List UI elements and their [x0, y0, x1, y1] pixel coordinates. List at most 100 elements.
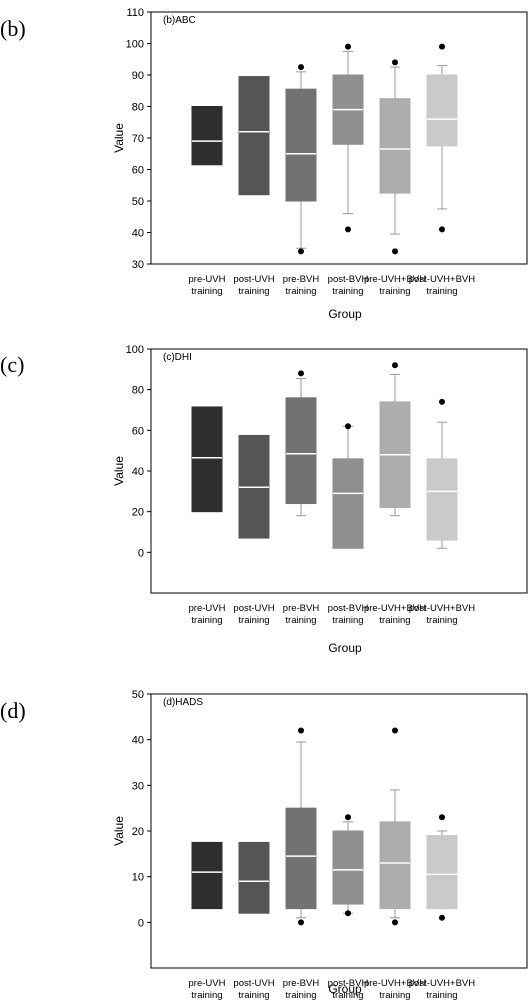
box-iqr — [285, 397, 317, 505]
outlier-point — [439, 814, 445, 821]
outlier-point — [298, 248, 304, 255]
chart-title: (b)ABC — [163, 15, 196, 26]
y-tick-label: 80 — [132, 102, 144, 114]
box-iqr — [285, 807, 317, 910]
box-iqr — [238, 841, 270, 914]
outlier-point — [345, 226, 351, 233]
x-axis-label: Group — [328, 641, 362, 655]
x-tick-label-line2: training — [191, 286, 222, 297]
chart-title: (d)HADS — [163, 697, 203, 708]
y-tick-label: 60 — [132, 425, 144, 437]
box-iqr — [191, 406, 223, 513]
y-tick-label: 20 — [132, 507, 144, 519]
y-tick-label: 70 — [132, 133, 144, 145]
outlier-point — [298, 370, 304, 377]
x-tick-label: post-BVH — [328, 274, 369, 285]
x-tick-label: post-UVH+BVH — [409, 274, 475, 285]
box-iqr — [285, 88, 317, 202]
box-4 — [379, 59, 411, 255]
outlier-point — [392, 727, 398, 734]
x-tick-label: post-BVH — [328, 603, 369, 614]
y-axis-label: Value — [112, 123, 126, 153]
panel-label: (c) — [0, 352, 24, 377]
x-tick-label: pre-UVH+BVH — [364, 603, 426, 614]
box-0 — [191, 106, 223, 166]
x-tick-label: post-UVH+BVH — [409, 603, 475, 614]
box-iqr — [332, 830, 364, 905]
y-tick-label: 100 — [126, 344, 144, 356]
x-tick-label-line2: training — [332, 615, 363, 626]
x-tick-label: pre-UVH+BVH — [364, 978, 426, 989]
box-iqr — [379, 821, 411, 910]
x-tick-label-line2: training — [285, 286, 316, 297]
box-iqr — [426, 74, 458, 147]
box-3 — [332, 423, 364, 549]
y-axis-label: Value — [112, 456, 126, 486]
y-tick-label: 0 — [138, 547, 144, 559]
y-tick-label: 30 — [132, 259, 144, 271]
y-tick-label: 110 — [126, 7, 144, 19]
box-iqr — [191, 106, 223, 166]
outlier-point — [345, 814, 351, 821]
box-iqr — [426, 835, 458, 910]
outlier-point — [439, 914, 445, 921]
x-tick-label: post-UVH+BVH — [409, 978, 475, 989]
outlier-point — [392, 919, 398, 926]
outlier-point — [345, 423, 351, 430]
x-tick-label-line2: training — [191, 615, 222, 626]
box-2 — [285, 64, 317, 255]
x-tick-label: pre-UVH — [189, 603, 226, 614]
x-tick-label: pre-BVH — [283, 274, 320, 285]
x-tick-label-line2: training — [426, 990, 457, 1000]
panel-label: (d) — [0, 698, 26, 723]
y-tick-label: 30 — [132, 780, 144, 792]
y-tick-label: 60 — [132, 165, 144, 177]
x-tick-label: pre-UVH — [189, 274, 226, 285]
box-3 — [332, 814, 364, 917]
box-iqr — [379, 98, 411, 194]
y-tick-label: 20 — [132, 826, 144, 838]
box-0 — [191, 841, 223, 910]
outlier-point — [298, 64, 304, 71]
x-tick-label-line2: training — [238, 615, 269, 626]
x-axis-label: Group — [328, 982, 362, 996]
outlier-point — [439, 43, 445, 50]
x-tick-label-line2: training — [238, 990, 269, 1000]
x-tick-label-line2: training — [191, 990, 222, 1000]
x-tick-label: post-UVH — [233, 274, 274, 285]
x-tick-label-line2: training — [426, 615, 457, 626]
chart-panel-1: (c)020406080100(c)DHIValuepre-UVHtrainin… — [0, 344, 528, 655]
y-tick-label: 100 — [126, 39, 144, 51]
x-tick-label: pre-BVH — [283, 603, 320, 614]
box-1 — [238, 76, 270, 196]
outlier-point — [439, 398, 445, 405]
x-tick-label-line2: training — [379, 615, 410, 626]
x-tick-label-line2: training — [332, 286, 363, 297]
x-tick-label-line2: training — [238, 286, 269, 297]
y-tick-label: 50 — [132, 196, 144, 208]
box-3 — [332, 43, 364, 233]
box-iqr — [238, 76, 270, 196]
x-tick-label: pre-UVH — [189, 978, 226, 989]
y-tick-label: 90 — [132, 70, 144, 82]
panel-label: (b) — [0, 16, 26, 41]
y-axis-label: Value — [112, 816, 126, 846]
outlier-point — [392, 362, 398, 369]
x-tick-label-line2: training — [426, 286, 457, 297]
box-iqr — [426, 458, 458, 541]
box-iqr — [332, 458, 364, 549]
chart-panel-2: (d)01020304050(d)HADSValuepre-UVHtrainin… — [0, 689, 528, 1000]
box-2 — [285, 727, 317, 926]
x-tick-label-line2: training — [285, 615, 316, 626]
x-tick-label: post-BVH — [328, 978, 369, 989]
outlier-point — [345, 43, 351, 50]
x-tick-label: post-UVH — [233, 978, 274, 989]
outlier-point — [298, 919, 304, 926]
y-tick-label: 40 — [132, 228, 144, 240]
x-tick-label-line2: training — [379, 286, 410, 297]
y-tick-label: 50 — [132, 689, 144, 701]
chart-title: (c)DHI — [163, 352, 192, 363]
box-5 — [426, 814, 458, 921]
outlier-point — [439, 226, 445, 233]
y-tick-label: 0 — [138, 917, 144, 929]
